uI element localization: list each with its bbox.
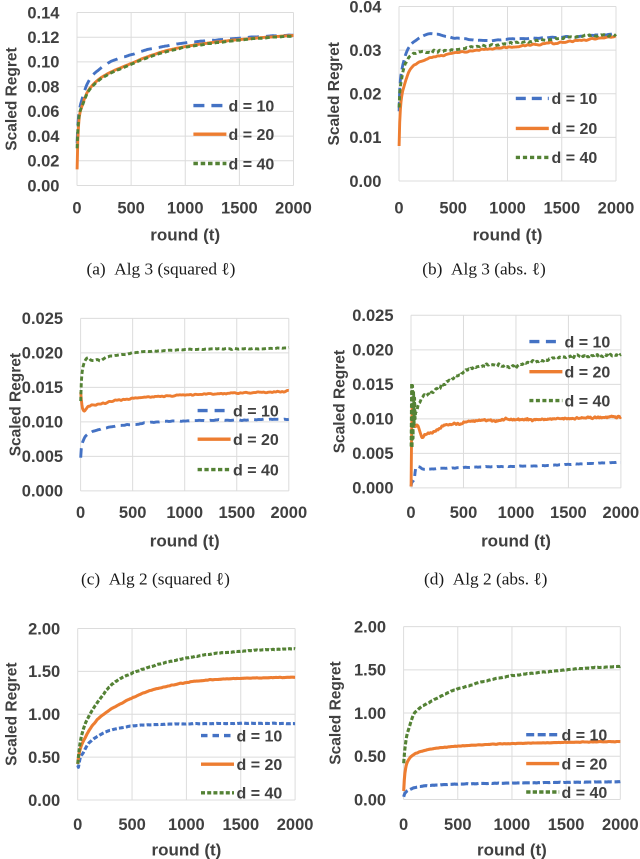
svg-text:1000: 1000 [489, 200, 526, 218]
svg-text:2.00: 2.00 [28, 620, 60, 638]
svg-text:round (t): round (t) [150, 532, 220, 551]
svg-text:d = 40: d = 40 [229, 156, 275, 173]
svg-text:0.025: 0.025 [22, 310, 63, 328]
svg-text:1000: 1000 [168, 816, 205, 834]
svg-text:d = 10: d = 10 [229, 98, 275, 115]
svg-text:1500: 1500 [548, 816, 585, 834]
svg-text:round (t): round (t) [151, 841, 221, 859]
svg-text:500: 500 [118, 816, 146, 834]
svg-text:0.000: 0.000 [22, 483, 63, 501]
svg-text:0.02: 0.02 [349, 86, 381, 104]
svg-text:d = 10: d = 10 [233, 403, 279, 420]
svg-text:0.02: 0.02 [27, 153, 59, 171]
svg-text:2000: 2000 [603, 504, 640, 522]
svg-text:(b) Alg 3 (abs. ℓ): (b) Alg 3 (abs. ℓ) [422, 260, 545, 279]
svg-text:0.04: 0.04 [349, 0, 382, 16]
svg-text:1500: 1500 [222, 816, 259, 834]
svg-text:(a) Alg 3 (squared ℓ): (a) Alg 3 (squared ℓ) [86, 260, 235, 279]
svg-text:Scaled Regret: Scaled Regret [8, 353, 25, 456]
svg-text:round (t): round (t) [481, 532, 551, 551]
svg-text:round (t): round (t) [477, 841, 547, 859]
svg-text:2000: 2000 [602, 816, 639, 834]
svg-text:1000: 1000 [167, 200, 204, 218]
svg-text:d = 40: d = 40 [233, 462, 279, 479]
svg-text:d = 20: d = 20 [562, 756, 608, 773]
svg-text:0: 0 [394, 200, 403, 218]
svg-text:1500: 1500 [218, 504, 255, 522]
svg-text:d = 20: d = 20 [552, 121, 598, 138]
svg-text:d = 10: d = 10 [237, 728, 283, 745]
svg-text:d = 40: d = 40 [565, 393, 611, 410]
svg-text:0.010: 0.010 [22, 414, 63, 432]
svg-text:2000: 2000 [277, 816, 314, 834]
svg-text:Scaled Regret: Scaled Regret [328, 661, 345, 764]
svg-text:0: 0 [399, 816, 408, 834]
svg-text:0.020: 0.020 [22, 345, 63, 363]
svg-text:0.50: 0.50 [354, 748, 386, 766]
svg-text:0.03: 0.03 [349, 42, 381, 60]
svg-text:0.015: 0.015 [352, 376, 393, 394]
svg-text:d = 10: d = 10 [562, 728, 608, 745]
svg-text:0.00: 0.00 [354, 791, 386, 809]
svg-text:d = 40: d = 40 [562, 785, 608, 802]
svg-text:1500: 1500 [543, 200, 580, 218]
svg-text:500: 500 [119, 504, 147, 522]
svg-text:0: 0 [73, 816, 82, 834]
svg-text:0: 0 [76, 504, 85, 522]
svg-text:0.005: 0.005 [352, 445, 393, 463]
svg-text:0.10: 0.10 [27, 54, 59, 72]
svg-text:500: 500 [444, 816, 472, 834]
svg-text:Scaled Regret: Scaled Regret [4, 663, 21, 766]
svg-text:2000: 2000 [275, 200, 312, 218]
svg-text:d = 20: d = 20 [233, 432, 279, 449]
svg-text:0.06: 0.06 [27, 103, 59, 121]
svg-text:Scaled Regret: Scaled Regret [4, 47, 21, 150]
svg-text:0.005: 0.005 [22, 448, 63, 466]
svg-text:1.00: 1.00 [28, 706, 60, 724]
svg-text:0.12: 0.12 [27, 29, 59, 47]
svg-text:0.50: 0.50 [28, 749, 60, 767]
svg-text:0.000: 0.000 [352, 480, 393, 498]
svg-text:d = 10: d = 10 [565, 334, 611, 351]
svg-text:1.00: 1.00 [354, 705, 386, 723]
svg-text:1000: 1000 [494, 816, 531, 834]
svg-text:d = 20: d = 20 [229, 127, 275, 144]
svg-text:1500: 1500 [221, 200, 258, 218]
svg-text:0.025: 0.025 [352, 307, 393, 325]
svg-text:round (t): round (t) [150, 226, 220, 245]
svg-text:d = 20: d = 20 [565, 365, 611, 382]
svg-text:0.01: 0.01 [349, 129, 381, 147]
svg-text:0.00: 0.00 [28, 792, 60, 810]
svg-text:2000: 2000 [598, 200, 635, 218]
svg-text:0.020: 0.020 [352, 342, 393, 360]
svg-text:2000: 2000 [270, 504, 307, 522]
svg-text:1500: 1500 [550, 504, 587, 522]
svg-text:2.00: 2.00 [354, 618, 386, 636]
svg-text:d = 40: d = 40 [237, 786, 283, 803]
svg-text:0.14: 0.14 [27, 4, 60, 22]
svg-text:d = 40: d = 40 [552, 150, 598, 167]
svg-text:Scaled Regret: Scaled Regret [326, 42, 343, 145]
svg-text:0.00: 0.00 [349, 173, 381, 191]
svg-text:1.50: 1.50 [354, 662, 386, 680]
svg-text:0: 0 [406, 504, 415, 522]
svg-text:0.010: 0.010 [352, 411, 393, 429]
svg-text:round (t): round (t) [473, 226, 543, 245]
svg-text:500: 500 [117, 200, 145, 218]
svg-text:0.00: 0.00 [27, 177, 59, 195]
svg-text:d = 20: d = 20 [237, 757, 283, 774]
svg-text:(c) Alg 2 (squared ℓ): (c) Alg 2 (squared ℓ) [81, 569, 230, 588]
svg-text:0.04: 0.04 [27, 128, 60, 146]
svg-text:d = 10: d = 10 [552, 91, 598, 108]
svg-text:1000: 1000 [498, 504, 535, 522]
svg-text:0.08: 0.08 [27, 78, 59, 96]
svg-text:1.50: 1.50 [28, 663, 60, 681]
svg-text:(d) Alg 2 (abs. ℓ): (d) Alg 2 (abs. ℓ) [424, 569, 547, 588]
svg-text:500: 500 [450, 504, 478, 522]
svg-text:500: 500 [439, 200, 467, 218]
svg-text:1000: 1000 [166, 504, 203, 522]
svg-text:Scaled Regret: Scaled Regret [332, 350, 349, 453]
svg-text:0.015: 0.015 [22, 379, 63, 397]
svg-text:0: 0 [72, 200, 81, 218]
